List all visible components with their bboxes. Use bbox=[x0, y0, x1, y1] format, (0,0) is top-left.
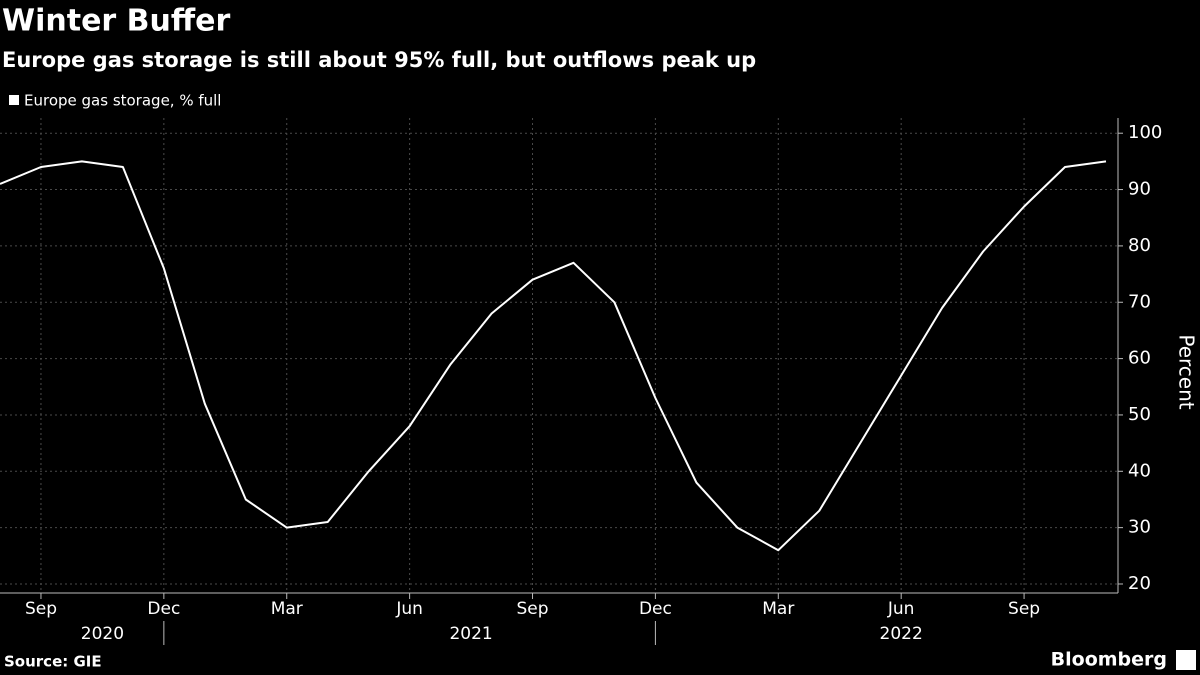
y-tick-label: 70 bbox=[1128, 291, 1151, 312]
x-tick-label: Dec bbox=[147, 599, 180, 619]
x-tick-label: Sep bbox=[516, 599, 548, 619]
x-tick-label: Mar bbox=[762, 599, 794, 619]
chart-title: Winter Buffer bbox=[2, 4, 231, 39]
x-tick-label: Sep bbox=[1008, 599, 1040, 619]
y-tick-label: 60 bbox=[1128, 348, 1151, 369]
chart-subtitle: Europe gas storage is still about 95% fu… bbox=[2, 48, 756, 72]
legend-label: Europe gas storage, % full bbox=[24, 92, 221, 110]
x-tick-label: Jun bbox=[887, 599, 915, 619]
y-tick-label: 90 bbox=[1128, 179, 1151, 200]
brand-icon bbox=[1176, 650, 1196, 670]
x-tick-label: Sep bbox=[25, 599, 57, 619]
y-tick-label: 40 bbox=[1128, 460, 1151, 481]
series-line bbox=[0, 160, 1107, 552]
legend-swatch bbox=[9, 95, 19, 105]
year-label: 2020 bbox=[81, 624, 124, 644]
year-label: 2022 bbox=[880, 624, 923, 644]
x-tick-label: Jun bbox=[395, 599, 423, 619]
y-tick-label: 50 bbox=[1128, 404, 1151, 425]
x-tick-label: Mar bbox=[271, 599, 303, 619]
y-tick-label: 20 bbox=[1128, 573, 1151, 594]
y-tick-label: 30 bbox=[1128, 517, 1151, 538]
y-axis-title: Percent bbox=[1175, 334, 1199, 409]
y-tick-label: 100 bbox=[1128, 122, 1162, 143]
y-tick-label: 80 bbox=[1128, 235, 1151, 256]
brand: Bloomberg bbox=[1051, 649, 1167, 671]
year-label: 2021 bbox=[449, 624, 492, 644]
x-tick-label: Dec bbox=[639, 599, 672, 619]
source: Source: GIE bbox=[4, 653, 102, 671]
